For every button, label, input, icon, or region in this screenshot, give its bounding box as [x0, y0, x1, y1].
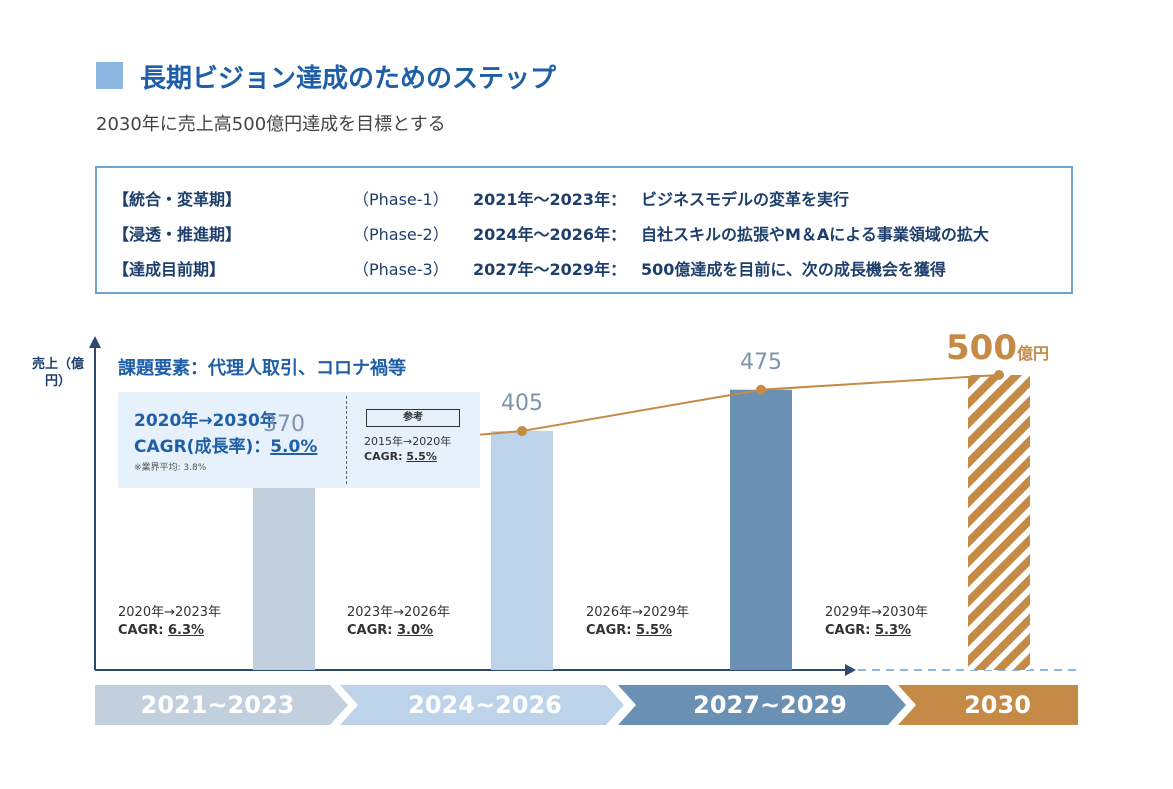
segment-cagr-value: 6.3%	[168, 623, 205, 638]
cagr-summary-box: 2020年→2030年 CAGR(成長率)：5.0% ※業界平均: 3.8% 参…	[118, 392, 480, 488]
phase-code: （Phase-3）	[353, 260, 449, 279]
phase-desc: 自社スキルの拡張やM＆Aによる事業領域の拡大	[641, 225, 989, 244]
phase-row-3: 【達成目前期】 （Phase-3） 2027年〜2029年： 500億達成を目前に、次…	[113, 256, 946, 280]
phase-label: 【達成目前期】	[113, 260, 226, 279]
segment-cagr-3: CAGR: 5.5%	[586, 623, 672, 638]
bar-value-label: 475	[740, 349, 782, 375]
period-arrow-label-1: 2021~2023	[140, 691, 295, 719]
trend-point	[994, 370, 1004, 380]
page-title: 長期ビジョン達成のためのステップ	[140, 64, 557, 94]
segment-cagr-label: CAGR:	[586, 623, 637, 638]
cagr-main-value: 5.0%	[270, 437, 318, 457]
bar	[968, 375, 1030, 670]
issue-annotation: 課題要素：代理人取引、コロナ禍等	[118, 358, 406, 379]
segment-period-1: 2020年→2023年	[118, 605, 222, 620]
period-arrow-label-3: 2027~2029	[693, 691, 847, 719]
bar-value-label: 405	[501, 391, 543, 417]
phase-row-2: 【浸透・推進期】 （Phase-2） 2024年〜2026年： 自社スキルの拡張やM＆…	[113, 221, 989, 245]
segment-cagr-label: CAGR:	[118, 623, 169, 638]
trend-point	[756, 384, 766, 395]
segment-cagr-1: CAGR: 6.3%	[118, 623, 204, 638]
reference-cagr-value: 5.5%	[406, 450, 437, 463]
period-arrow-4	[898, 685, 1078, 725]
segment-cagr-value: 5.3%	[875, 623, 912, 638]
phase-range: 2024年〜2026年：	[473, 225, 627, 244]
cagr-main: CAGR(成長率)：5.0%	[134, 432, 317, 457]
phase-row-1: 【統合・変革期】 （Phase-1） 2021年〜2023年： ビジネスモデルの変革を…	[113, 186, 849, 210]
segment-cagr-4: CAGR: 5.3%	[825, 623, 911, 638]
segment-cagr-label: CAGR:	[347, 623, 398, 638]
phase-code: （Phase-2）	[353, 225, 449, 244]
segment-period-2: 2023年→2026年	[347, 605, 451, 620]
phase-label: 【統合・変革期】	[113, 190, 242, 209]
segment-period-4: 2029年→2030年	[825, 605, 929, 620]
segment-cagr-2: CAGR: 3.0%	[347, 623, 433, 638]
chart-bars	[253, 375, 1030, 670]
reference-cagr: CAGR: 5.5%	[364, 450, 437, 463]
period-arrow-label-2: 2024~2026	[408, 691, 562, 719]
phase-desc: ビジネスモデルの変革を実行	[641, 190, 850, 209]
reference-period: 2015年→2020年	[364, 435, 452, 448]
period-arrow-2	[340, 685, 624, 725]
period-arrows	[95, 685, 1078, 725]
period-arrow-label-4: 2030	[964, 691, 1031, 719]
phase-desc: 500億達成を目前に、次の成長機会を獲得	[641, 260, 946, 279]
cagr-divider	[346, 396, 347, 484]
x-axis-arrowhead	[845, 664, 856, 676]
reference-cagr-label: CAGR:	[364, 450, 407, 463]
page-subtitle: 2030年に売上高500億円達成を目標とする	[96, 114, 446, 135]
period-arrow-1	[95, 685, 348, 725]
bar-value-label: 370	[263, 411, 305, 437]
trend-point	[517, 426, 527, 437]
chart-axes	[89, 336, 1076, 676]
phase-code: （Phase-1）	[353, 190, 449, 209]
phase-label: 【浸透・推進期】	[113, 225, 242, 244]
cagr-main-label: CAGR(成長率)：	[134, 437, 271, 457]
phase-range: 2021年〜2023年：	[473, 190, 627, 209]
bar	[730, 389, 792, 670]
period-arrow-3	[618, 685, 906, 725]
y-axis-label: 売上（億円）	[31, 357, 84, 389]
reference-badge: 参考	[366, 409, 460, 427]
segment-cagr-value: 3.0%	[397, 623, 434, 638]
title-marker	[96, 62, 123, 89]
final-value-unit: 億円	[1016, 344, 1049, 363]
y-axis-arrowhead	[89, 336, 101, 348]
segment-period-3: 2026年→2029年	[586, 605, 690, 620]
cagr-main-period: 2020年→2030年	[134, 411, 277, 431]
bar	[491, 431, 553, 670]
final-value-label: 500億円	[946, 328, 1049, 368]
phase-summary-box: 【統合・変革期】 （Phase-1） 2021年〜2023年： ビジネスモデルの変革を…	[95, 166, 1073, 294]
segment-cagr-value: 5.5%	[636, 623, 673, 638]
segment-cagr-label: CAGR:	[825, 623, 876, 638]
bar	[253, 451, 315, 670]
phase-range: 2027年〜2029年：	[473, 260, 627, 279]
final-value-number: 500	[946, 328, 1017, 368]
industry-average-note: ※業界平均: 3.8%	[134, 463, 207, 473]
